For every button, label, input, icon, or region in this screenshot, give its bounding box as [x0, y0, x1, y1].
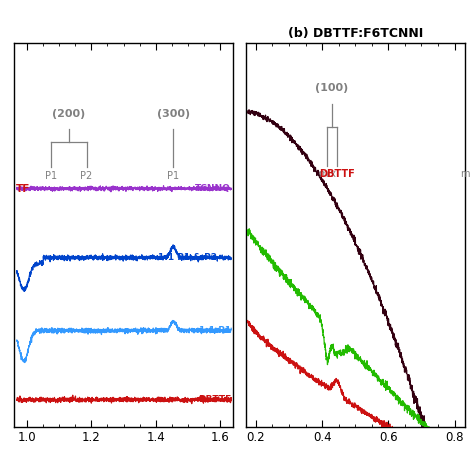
Text: mix: mix — [318, 169, 336, 179]
Text: DBTTF: DBTTF — [198, 395, 231, 404]
Text: 1:1 P1: 1:1 P1 — [199, 326, 231, 335]
Text: m: m — [460, 169, 469, 179]
Text: P2: P2 — [81, 171, 93, 181]
Text: (200): (200) — [52, 109, 85, 119]
Title: (b) DBTTF:F6TCNNI: (b) DBTTF:F6TCNNI — [288, 27, 423, 40]
Text: P1: P1 — [167, 171, 179, 181]
Text: P1: P1 — [45, 171, 57, 181]
Text: TCNNQ: TCNNQ — [195, 184, 231, 193]
Text: (100): (100) — [315, 82, 349, 92]
Text: 1:1 P1 & P2: 1:1 P1 & P2 — [158, 253, 217, 262]
Text: (300): (300) — [157, 109, 190, 119]
Text: DBTTF: DBTTF — [319, 169, 355, 179]
Text: TF: TF — [16, 183, 30, 193]
